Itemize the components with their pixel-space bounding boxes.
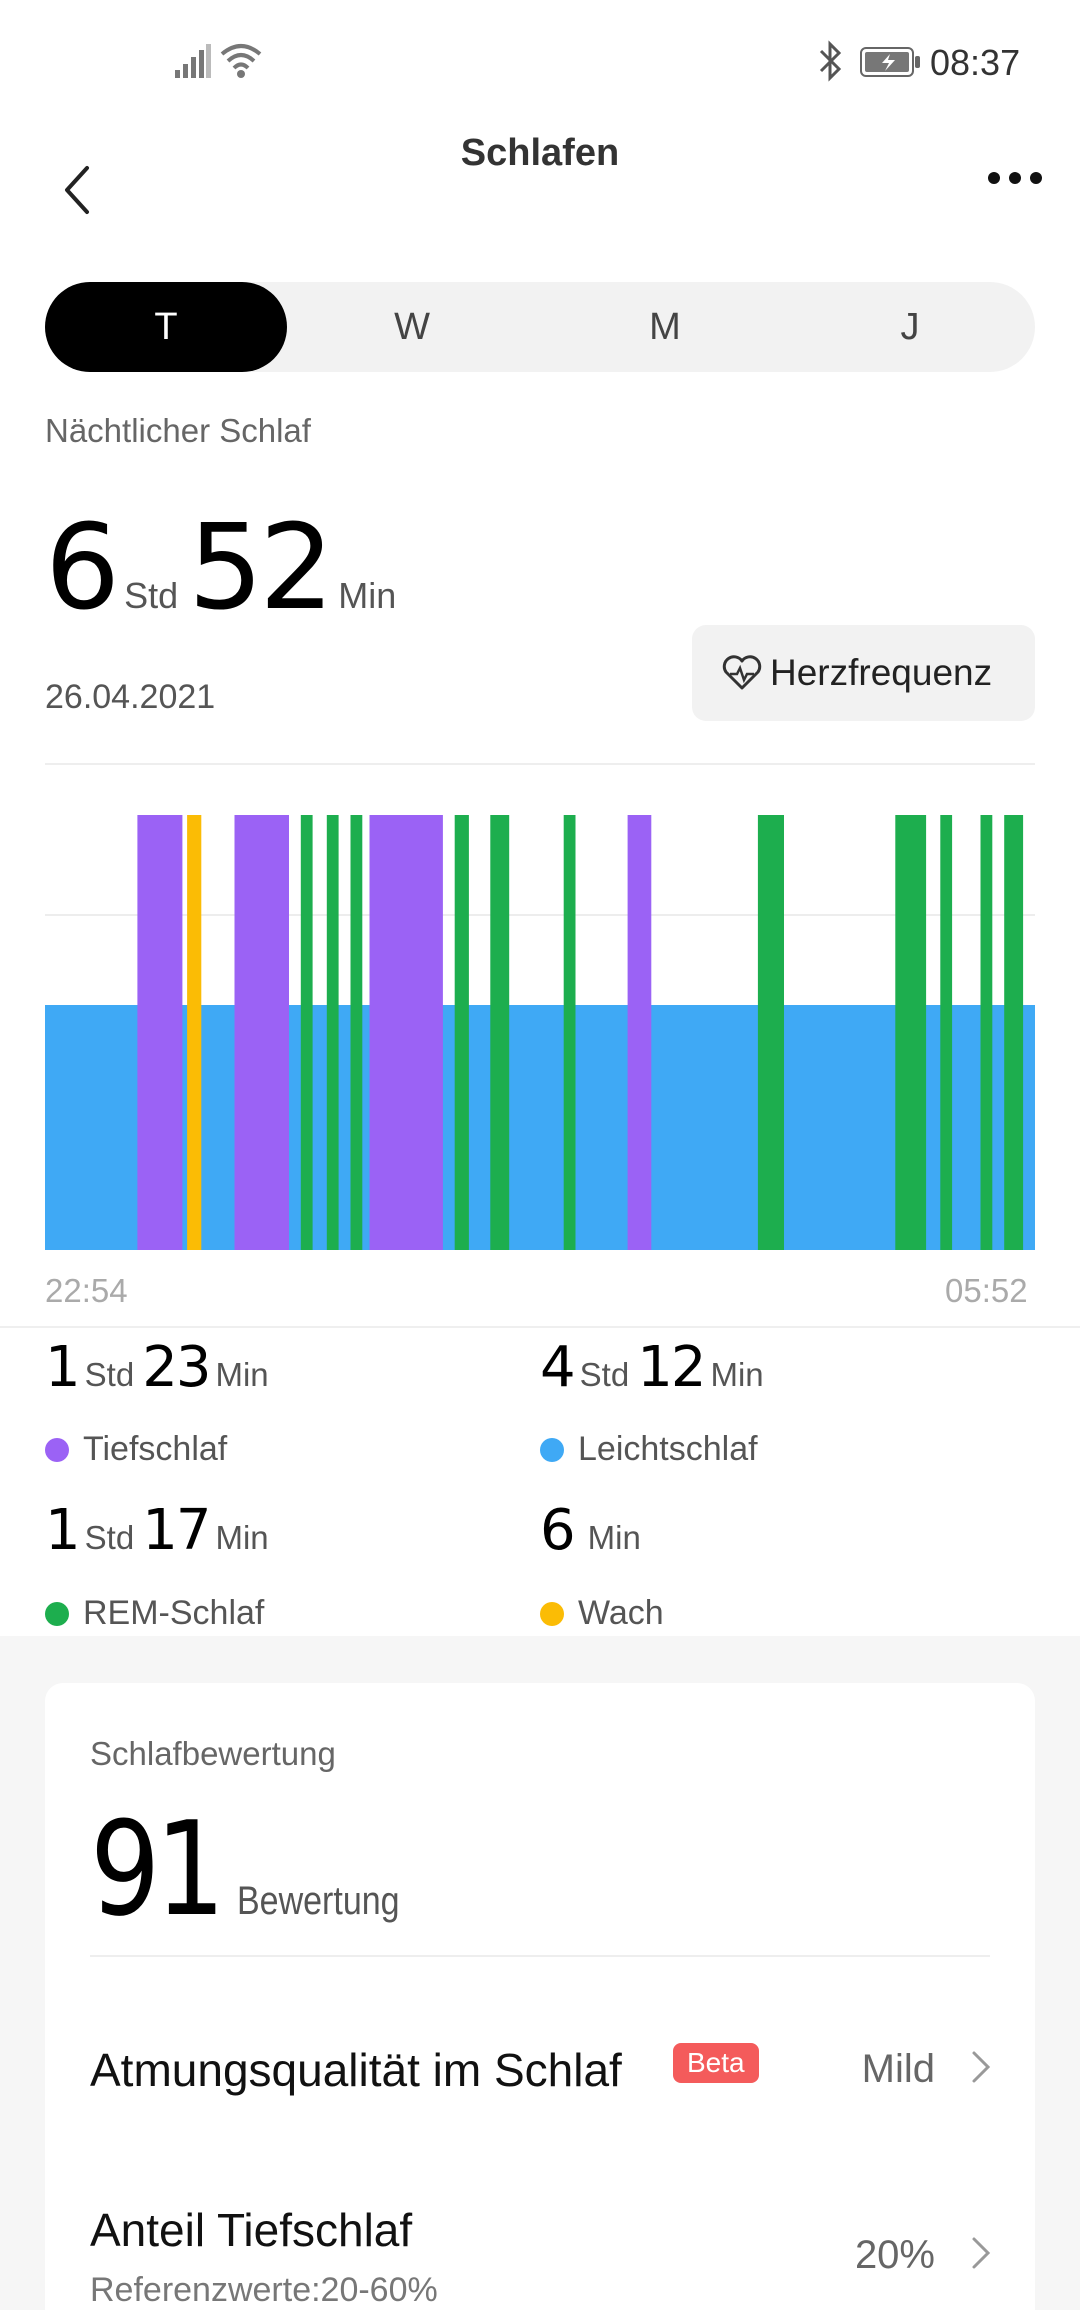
legend-awake: Wach bbox=[540, 1594, 664, 1633]
bluetooth-icon bbox=[819, 40, 842, 82]
tab-month[interactable]: M bbox=[649, 306, 681, 348]
app-header: Schlafen bbox=[0, 120, 1080, 230]
legend-rem-sleep: REM-Schlaf bbox=[45, 1594, 264, 1633]
light-sleep-band bbox=[45, 1005, 1035, 1250]
row-value: Mild bbox=[861, 2047, 935, 2091]
divider bbox=[90, 1955, 990, 1957]
legend-deep-sleep: Tiefschlaf bbox=[45, 1430, 227, 1469]
score-card-title: Schlafbewertung bbox=[90, 1735, 336, 1772]
rem-sleep-segment bbox=[326, 815, 339, 1250]
rem-sleep-segment bbox=[300, 815, 313, 1250]
chart-gridline bbox=[45, 914, 1035, 916]
awake-dot bbox=[540, 1602, 564, 1626]
chevron-right-icon bbox=[972, 2051, 991, 2083]
heart-rate-button[interactable]: Herzfrequenz bbox=[692, 625, 1035, 721]
rem-sleep-segment bbox=[757, 815, 784, 1250]
row-title: Atmungsqualität im Schlaf bbox=[90, 2044, 622, 2096]
deep-sleep-duration: 1 Std 23 Min bbox=[45, 1335, 269, 1400]
sleep-score-card: Schlafbewertung 91 Bewertung Atmungsquali… bbox=[45, 1683, 1035, 2310]
hours-value: 6 bbox=[45, 498, 120, 636]
section-label: Nächtlicher Schlaf bbox=[45, 412, 311, 449]
rem-sleep-dot bbox=[45, 1602, 69, 1626]
light-sleep-duration: 4 Std 12 Min bbox=[540, 1335, 764, 1400]
sleep-date: 26.04.2021 bbox=[45, 678, 216, 716]
axis-start-time: 22:54 bbox=[45, 1272, 128, 1309]
deep-sleep-segment bbox=[369, 815, 443, 1250]
rem-sleep-segment bbox=[350, 815, 363, 1250]
clock: 08:37 bbox=[930, 42, 1021, 83]
rem-sleep-segment bbox=[1004, 815, 1024, 1250]
legend-light-sleep: Leichtschlaf bbox=[540, 1430, 758, 1469]
divider bbox=[0, 1326, 1080, 1328]
tab-day[interactable]: T bbox=[45, 282, 287, 372]
minutes-value: 52 bbox=[188, 498, 334, 636]
period-tabs: T W M J bbox=[45, 282, 1035, 372]
score-value: 91 bbox=[90, 1793, 226, 1945]
rem-sleep-segment bbox=[563, 815, 576, 1250]
rem-sleep-segment bbox=[490, 815, 510, 1250]
divider bbox=[45, 763, 1035, 765]
breathing-quality-row[interactable]: Atmungsqualität im Schlaf Beta Mild bbox=[45, 2023, 1035, 2143]
axis-end-time: 05:52 bbox=[945, 1272, 1028, 1309]
minutes-unit: Min bbox=[338, 575, 397, 616]
rem-sleep-segment bbox=[895, 815, 927, 1250]
row-title: Anteil Tiefschlaf bbox=[90, 2204, 413, 2256]
row-subtitle: Referenzwerte:20-60% bbox=[90, 2271, 438, 2309]
total-sleep-duration: 6 Std52 Min bbox=[45, 498, 406, 636]
more-options-icon[interactable] bbox=[980, 160, 1050, 200]
sleep-score: 91 Bewertung bbox=[90, 1793, 429, 1945]
deep-sleep-segment bbox=[627, 815, 652, 1250]
awake-duration: 6 Min bbox=[540, 1498, 641, 1563]
score-label: Bewertung bbox=[237, 1879, 400, 1923]
sleep-stage-chart bbox=[45, 815, 1035, 1250]
chevron-right-icon bbox=[972, 2237, 991, 2269]
signal-icon bbox=[175, 44, 211, 78]
page-title: Schlafen bbox=[460, 132, 620, 174]
hours-unit: Std bbox=[124, 575, 179, 616]
heart-rate-icon bbox=[722, 655, 762, 690]
status-bar: 08:37 bbox=[0, 0, 1080, 120]
light-sleep-dot bbox=[540, 1438, 564, 1462]
awake-sleep-segment bbox=[187, 815, 202, 1250]
rem-sleep-segment bbox=[940, 815, 953, 1250]
wifi-icon bbox=[220, 44, 262, 78]
deep-sleep-segment bbox=[234, 815, 289, 1250]
rem-sleep-segment bbox=[980, 815, 993, 1250]
deep-sleep-dot bbox=[45, 1438, 69, 1462]
rem-sleep-duration: 1 Std 17 Min bbox=[45, 1498, 269, 1563]
tab-year[interactable]: J bbox=[900, 306, 920, 348]
row-value: 20% bbox=[854, 2233, 935, 2277]
deep-sleep-share-row[interactable]: Anteil Tiefschlaf Referenzwerte:20-60% 2… bbox=[45, 2203, 1035, 2310]
heart-rate-label: Herzfrequenz bbox=[770, 652, 993, 693]
beta-badge: Beta bbox=[673, 2043, 759, 2083]
tab-week[interactable]: W bbox=[394, 306, 430, 348]
back-arrow-icon[interactable] bbox=[55, 140, 115, 240]
rem-sleep-segment bbox=[454, 815, 469, 1250]
deep-sleep-segment bbox=[137, 815, 183, 1250]
battery-charging-icon bbox=[860, 47, 920, 77]
